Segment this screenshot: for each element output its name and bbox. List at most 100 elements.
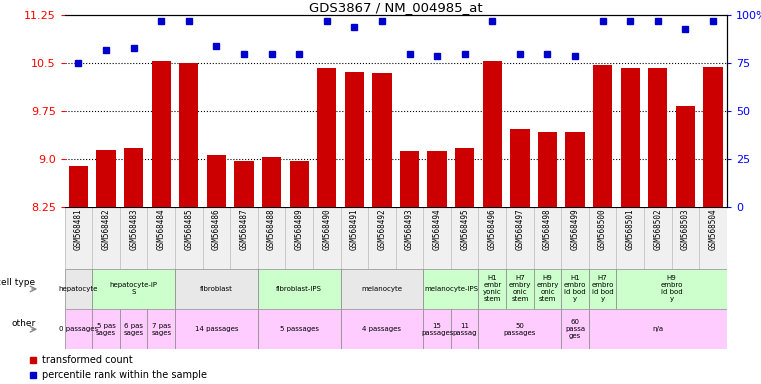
- Bar: [97, 150, 116, 207]
- Bar: [285, 207, 313, 269]
- Text: melanocyte-IPS: melanocyte-IPS: [424, 286, 478, 292]
- Bar: [148, 207, 175, 269]
- Bar: [676, 106, 695, 207]
- Bar: [479, 309, 561, 349]
- Bar: [616, 207, 644, 269]
- Bar: [345, 72, 364, 207]
- Text: GSM568495: GSM568495: [460, 209, 470, 250]
- Text: H1
embro
id bod
y: H1 embro id bod y: [564, 275, 586, 303]
- Bar: [120, 207, 148, 269]
- Bar: [234, 161, 253, 207]
- Text: GSM568494: GSM568494: [432, 209, 441, 250]
- Text: 7 pas
sages: 7 pas sages: [151, 323, 171, 336]
- Bar: [455, 148, 474, 207]
- Text: GSM568485: GSM568485: [184, 209, 193, 250]
- Text: 6 pas
sages: 6 pas sages: [123, 323, 144, 336]
- Text: GSM568501: GSM568501: [626, 209, 635, 250]
- Bar: [148, 309, 175, 349]
- Bar: [258, 309, 341, 349]
- Bar: [202, 207, 230, 269]
- Bar: [92, 269, 175, 309]
- Bar: [593, 65, 613, 207]
- Bar: [230, 207, 258, 269]
- Bar: [124, 149, 143, 207]
- Bar: [175, 269, 258, 309]
- Text: 5 passages: 5 passages: [280, 326, 319, 332]
- Text: GSM568497: GSM568497: [515, 209, 524, 250]
- Text: 50
passages: 50 passages: [504, 323, 536, 336]
- Text: GSM568502: GSM568502: [653, 209, 662, 250]
- Bar: [372, 73, 392, 207]
- Text: GSM568487: GSM568487: [240, 209, 249, 250]
- Bar: [423, 309, 451, 349]
- Bar: [510, 129, 530, 207]
- Bar: [644, 207, 671, 269]
- Text: H9
embry
onic
stem: H9 embry onic stem: [537, 275, 559, 303]
- Bar: [207, 155, 226, 207]
- Bar: [589, 207, 616, 269]
- Bar: [428, 151, 447, 207]
- Bar: [175, 309, 258, 349]
- Bar: [479, 269, 506, 309]
- Bar: [341, 207, 368, 269]
- Bar: [92, 207, 120, 269]
- Bar: [151, 61, 171, 207]
- Bar: [423, 207, 451, 269]
- Bar: [451, 309, 479, 349]
- Bar: [451, 207, 479, 269]
- Bar: [423, 269, 479, 309]
- Text: H1
embr
yonic
stem: H1 embr yonic stem: [483, 275, 501, 303]
- Text: melanocyte: melanocyte: [361, 286, 403, 292]
- Bar: [396, 207, 423, 269]
- Bar: [538, 132, 557, 207]
- Bar: [506, 269, 533, 309]
- Text: H7
embro
id bod
y: H7 embro id bod y: [591, 275, 614, 303]
- Bar: [533, 207, 561, 269]
- Text: 15
passages: 15 passages: [421, 323, 454, 336]
- Bar: [92, 309, 120, 349]
- Text: GSM568500: GSM568500: [598, 209, 607, 250]
- Text: percentile rank within the sample: percentile rank within the sample: [42, 370, 207, 381]
- Text: H9
embro
id bod
y: H9 embro id bod y: [661, 275, 683, 303]
- Text: GSM568484: GSM568484: [157, 209, 166, 250]
- Text: GSM568493: GSM568493: [405, 209, 414, 250]
- Bar: [289, 161, 309, 207]
- Bar: [68, 166, 88, 207]
- Bar: [341, 269, 423, 309]
- Text: hepatocyte-iP
S: hepatocyte-iP S: [110, 283, 158, 295]
- Bar: [589, 269, 616, 309]
- Text: hepatocyte: hepatocyte: [59, 286, 98, 292]
- Title: GDS3867 / NM_004985_at: GDS3867 / NM_004985_at: [309, 1, 482, 14]
- Bar: [703, 66, 723, 207]
- Text: H7
embry
onic
stem: H7 embry onic stem: [508, 275, 531, 303]
- Text: GSM568483: GSM568483: [129, 209, 139, 250]
- Bar: [175, 207, 202, 269]
- Text: GSM568488: GSM568488: [267, 209, 276, 250]
- Text: GSM568489: GSM568489: [295, 209, 304, 250]
- Bar: [482, 61, 502, 207]
- Text: 5 pas
sages: 5 pas sages: [96, 323, 116, 336]
- Text: n/a: n/a: [652, 326, 664, 332]
- Bar: [65, 269, 92, 309]
- Bar: [479, 207, 506, 269]
- Text: 0 passages: 0 passages: [59, 326, 98, 332]
- Bar: [313, 207, 340, 269]
- Bar: [565, 132, 584, 207]
- Bar: [533, 269, 561, 309]
- Text: fibroblast: fibroblast: [200, 286, 233, 292]
- Text: GSM568486: GSM568486: [212, 209, 221, 250]
- Text: GSM568503: GSM568503: [681, 209, 690, 250]
- Bar: [648, 68, 667, 207]
- Bar: [561, 309, 589, 349]
- Text: 60
passa
ges: 60 passa ges: [565, 319, 585, 339]
- Text: GSM568499: GSM568499: [571, 209, 580, 250]
- Bar: [262, 157, 282, 207]
- Bar: [65, 309, 92, 349]
- Bar: [699, 207, 727, 269]
- Text: other: other: [11, 319, 36, 328]
- Bar: [179, 63, 199, 207]
- Text: GSM568504: GSM568504: [708, 209, 718, 250]
- Text: fibroblast-IPS: fibroblast-IPS: [276, 286, 322, 292]
- Bar: [616, 269, 727, 309]
- Bar: [400, 151, 419, 207]
